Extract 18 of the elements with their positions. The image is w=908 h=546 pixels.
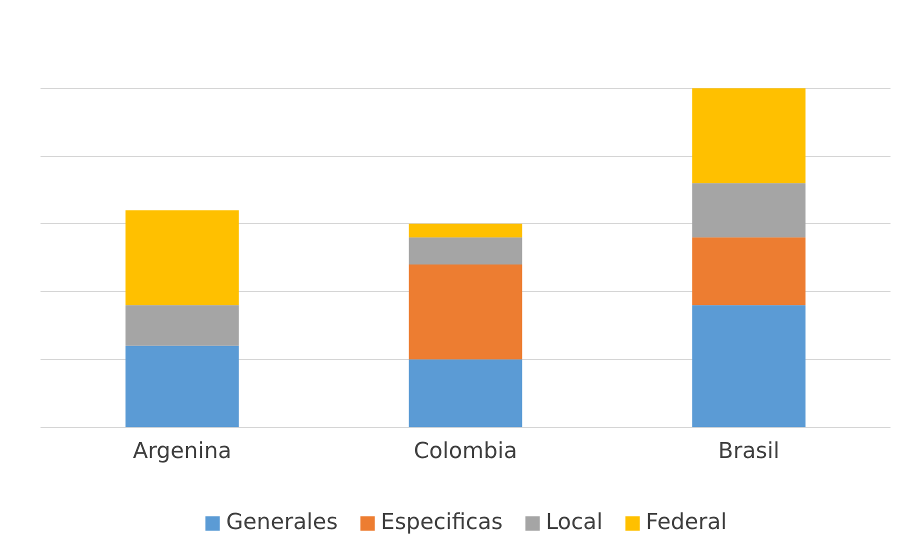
legend-label: Especificas <box>380 510 503 535</box>
bar <box>692 88 806 184</box>
bar <box>126 210 239 306</box>
bar <box>408 237 522 264</box>
x-tick-label: Colombia <box>414 439 518 464</box>
x-tick-label: Brasil <box>718 439 780 464</box>
bar <box>692 237 806 306</box>
bar <box>408 224 522 238</box>
bar <box>126 305 239 346</box>
bar <box>408 359 522 428</box>
bar <box>126 346 239 428</box>
bar <box>692 183 806 238</box>
x-tick-label: Argenina <box>132 439 232 464</box>
legend-label: Federal <box>646 510 727 535</box>
legend-label: Generales <box>226 510 338 535</box>
legend-label: Local <box>546 510 603 535</box>
bar <box>692 305 806 428</box>
bar <box>408 264 522 360</box>
